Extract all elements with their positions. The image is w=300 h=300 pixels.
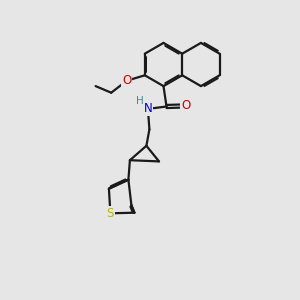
Text: S: S: [107, 207, 114, 220]
Text: N: N: [143, 102, 152, 116]
Text: O: O: [122, 74, 131, 87]
Text: H: H: [136, 96, 143, 106]
Text: O: O: [182, 99, 190, 112]
